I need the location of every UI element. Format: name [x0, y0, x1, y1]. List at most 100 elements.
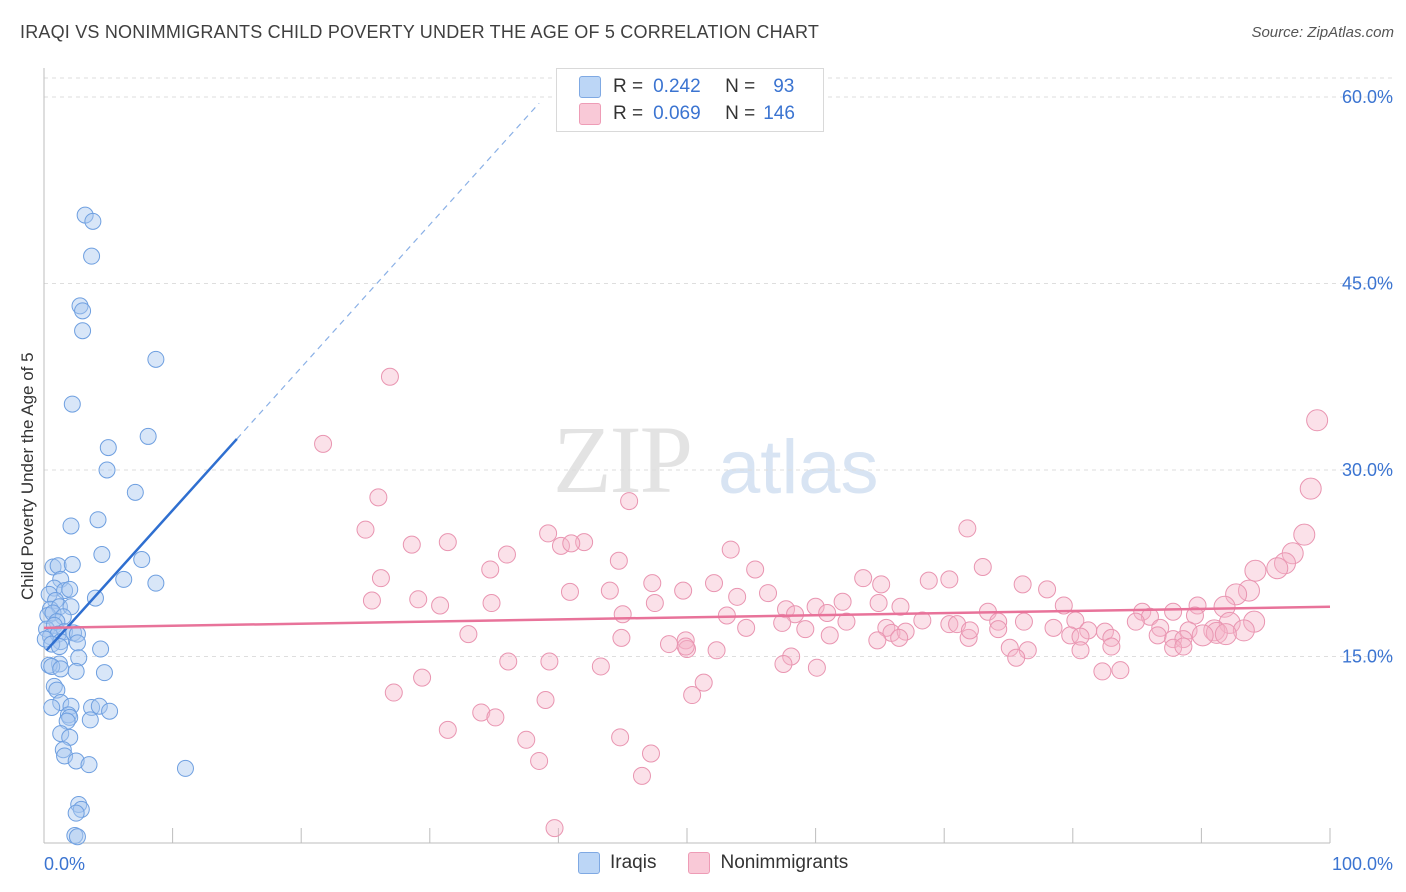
nonimmigrants-point — [1111, 661, 1130, 680]
iraqis-point — [147, 350, 165, 368]
nonimmigrants-point — [1071, 627, 1090, 646]
nonimmigrants-point — [517, 730, 536, 749]
iraqis-point — [67, 804, 85, 822]
nonimmigrants-point — [796, 620, 815, 639]
iraqis-point — [83, 247, 101, 265]
nonimmigrants-point — [659, 635, 678, 654]
nonimmigrants-point — [641, 744, 660, 763]
nonimmigrants-point — [612, 628, 631, 647]
nonimmigrants-point — [356, 520, 375, 539]
nonimmigrants-point — [530, 751, 549, 770]
nonimmigrants-point — [314, 434, 333, 453]
nonimmigrants-point — [645, 594, 664, 613]
iraqis-point — [147, 574, 165, 592]
iraqis-point — [84, 212, 102, 230]
iraqis-point — [98, 461, 116, 479]
nonimmigrants-point — [1299, 477, 1322, 500]
nonimmigrants-point — [1179, 621, 1198, 640]
nonimmigrants-point — [807, 658, 826, 677]
legend-r-value-iraqis: 0.242 — [653, 76, 701, 97]
bottom-legend-label-iraqis: Iraqis — [610, 852, 657, 873]
nonimmigrants-point — [1232, 619, 1255, 642]
nonimmigrants-point — [919, 571, 938, 590]
nonimmigrants-point — [1191, 624, 1214, 647]
nonimmigrants-point — [539, 524, 558, 543]
nonimmigrants-point — [973, 557, 992, 576]
nonimmigrants-point — [643, 574, 662, 593]
source-credit: Source: ZipAtlas.com — [1251, 24, 1394, 41]
nonimmigrants-point — [676, 637, 695, 656]
nonimmigrants-point — [371, 569, 390, 588]
nonimmigrants-point — [674, 581, 693, 600]
nonimmigrants-point — [562, 534, 581, 553]
nonimmigrants-point — [877, 618, 896, 637]
nonimmigrants-point — [536, 691, 555, 710]
nonimmigrants-point — [746, 560, 765, 579]
legend-n-value-iraqis: 93 — [773, 76, 795, 97]
iraqis-point — [90, 697, 108, 715]
nonimmigrants-point — [486, 708, 505, 727]
nonimmigrants-point — [1174, 637, 1193, 656]
iraqis-point — [133, 551, 151, 569]
iraqis-point — [44, 604, 62, 622]
nonimmigrants-point — [600, 581, 619, 600]
iraqis-point — [62, 517, 80, 535]
nonimmigrants-point — [1306, 409, 1329, 432]
nonimmigrants-point — [409, 590, 428, 609]
nonimmigrants-point — [609, 551, 628, 570]
nonimmigrants-point — [575, 533, 594, 552]
nonimmigrants-point — [773, 613, 792, 632]
nonimmigrants-point — [1007, 648, 1026, 667]
bottom-legend-iraqis[interactable]: Iraqis — [578, 852, 656, 874]
iraqis-point — [67, 752, 85, 770]
iraqis-point — [54, 741, 72, 759]
nonimmigrants-point — [960, 621, 979, 640]
nonimmigrants-point — [459, 625, 478, 644]
iraqis-point — [126, 483, 144, 501]
watermark-atlas: atlas — [718, 425, 879, 510]
nonimmigrants-point — [1013, 575, 1032, 594]
nonimmigrants-point — [1148, 626, 1167, 645]
iraqis-point — [92, 640, 110, 658]
nonimmigrants-point — [694, 673, 713, 692]
nonimmigrants-point — [632, 766, 651, 785]
nonimmigrants-point — [1000, 638, 1019, 657]
iraqis-point — [52, 660, 70, 678]
nonimmigrants-point — [913, 611, 932, 630]
iraqis-point — [50, 598, 68, 616]
nonimmigrants-point — [705, 574, 724, 593]
iraqis-point — [99, 439, 117, 457]
nonimmigrants-point — [402, 535, 421, 554]
iraqis-point — [63, 555, 81, 573]
iraqis-trend-line — [45, 438, 238, 652]
nonimmigrants-point — [1214, 623, 1237, 646]
iraqis-point — [93, 546, 111, 564]
nonimmigrants-point — [472, 703, 491, 722]
bottom-legend-nonimmigrants[interactable]: Nonimmigrants — [688, 852, 848, 874]
nonimmigrants-point — [591, 657, 610, 676]
nonimmigrants-trend-line — [43, 605, 1331, 630]
nonimmigrants-point — [959, 628, 978, 647]
iraqis-point — [52, 694, 70, 712]
nonimmigrants-point — [380, 367, 399, 386]
nonimmigrants-point — [1044, 618, 1063, 637]
iraqis-point — [81, 711, 99, 729]
y-tick-label: 45.0% — [1342, 274, 1393, 294]
iraqis-trend-extension — [236, 102, 540, 440]
nonimmigrants-point — [940, 615, 959, 634]
nonimmigrants-point — [782, 647, 801, 666]
nonimmigrants-point — [1293, 523, 1316, 546]
iraqis-point — [176, 759, 194, 777]
bottom-legend-swatch-iraqis — [578, 852, 600, 874]
iraqis-point — [89, 511, 107, 529]
legend-n-label: N = — [725, 76, 756, 97]
nonimmigrants-point — [683, 686, 702, 705]
x-tick-label: 100.0% — [1332, 854, 1393, 874]
nonimmigrants-point — [1038, 580, 1057, 599]
nonimmigrants-point — [872, 575, 891, 594]
nonimmigrants-point — [499, 652, 518, 671]
iraqis-point — [115, 570, 133, 588]
legend-row-nonimmigrants: R = 0.069 N = 146 — [579, 102, 795, 126]
y-tick-label: 15.0% — [1342, 647, 1393, 667]
